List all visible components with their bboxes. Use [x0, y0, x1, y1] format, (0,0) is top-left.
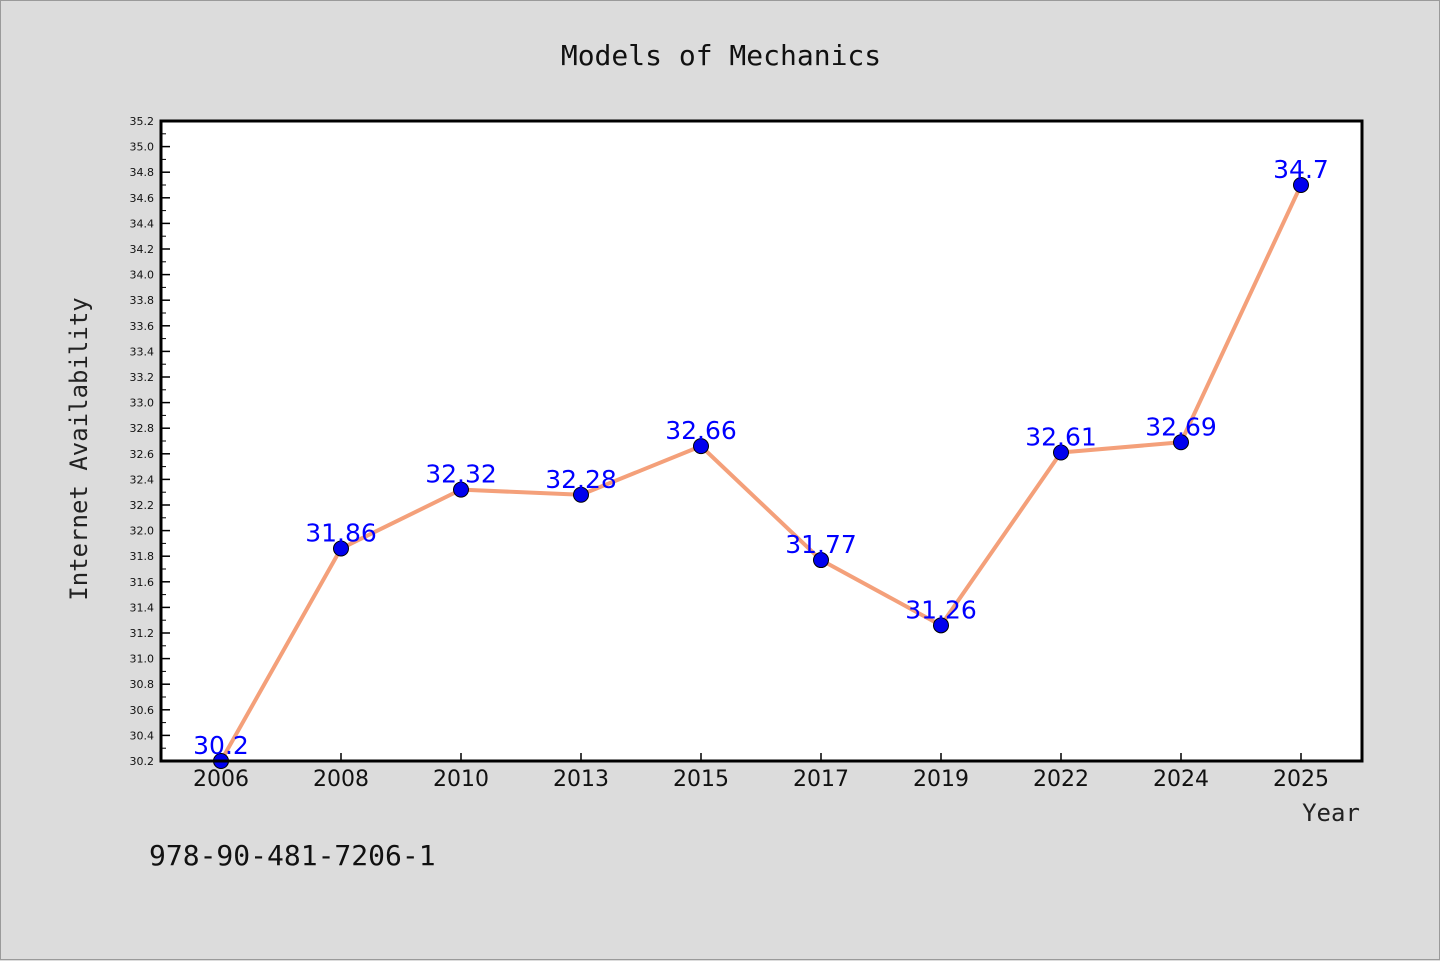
- data-label: 31.77: [785, 530, 857, 559]
- data-label: 30.2: [193, 731, 249, 760]
- series-line: [219, 184, 1303, 762]
- y-tick-label: 34.8: [130, 166, 155, 179]
- x-tick-label: 2013: [553, 767, 609, 792]
- x-tick-label: 2010: [433, 767, 489, 792]
- plot-area: [161, 121, 1362, 761]
- y-tick-label: 31.4: [130, 601, 155, 614]
- x-tick-label: 2025: [1273, 767, 1329, 792]
- y-tick-label: 35.2: [130, 115, 155, 128]
- data-point: [333, 540, 349, 557]
- data-point: [573, 486, 589, 503]
- y-tick-label: 31.2: [130, 627, 155, 640]
- data-label: 32.28: [545, 465, 617, 494]
- data-label: 32.32: [425, 460, 497, 489]
- data-label: 31.86: [305, 519, 377, 548]
- data-point: [453, 481, 469, 498]
- y-tick-label: 34.2: [130, 243, 155, 256]
- y-tick-label: 34.4: [130, 217, 155, 230]
- y-tick-label: 30.2: [130, 755, 155, 768]
- data-point: [1053, 444, 1069, 461]
- data-label: 32.61: [1025, 423, 1097, 452]
- data-label: 31.26: [905, 595, 977, 624]
- data-point: [1293, 177, 1309, 193]
- y-tick-label: 32.2: [130, 499, 155, 512]
- y-tick-label: 30.4: [130, 729, 155, 742]
- y-tick-label: 33.8: [130, 294, 155, 307]
- x-tick-label: 2015: [673, 767, 729, 792]
- y-tick-label: 32.6: [130, 448, 155, 461]
- data-label: 34.7: [1273, 155, 1329, 184]
- y-tick-label: 33.2: [130, 371, 155, 384]
- y-tick-label: 32.0: [130, 525, 155, 538]
- x-axis-label: Year: [1302, 799, 1360, 827]
- data-point: [693, 438, 709, 455]
- y-axis: 30.2 30.4 30.6 30.8 31.0 31.2 31.4 31.6 31.8 32.0…: [130, 115, 170, 768]
- x-tick-label: 2008: [313, 767, 369, 792]
- y-tick-label: 30.6: [130, 704, 155, 717]
- isbn-text: 978-90-481-7206-1: [149, 839, 436, 872]
- y-tick-label: 32.4: [130, 473, 155, 486]
- y-tick-label: 32.8: [130, 422, 155, 435]
- x-tick-label: 2024: [1153, 767, 1209, 792]
- y-tick-label: 33.0: [130, 397, 155, 410]
- x-tick-label: 2022: [1033, 767, 1089, 792]
- y-tick-label: 35.0: [130, 141, 155, 154]
- x-tick-label: 2017: [793, 767, 849, 792]
- y-tick-label: 30.8: [130, 678, 155, 691]
- y-axis-label: Internet Availability: [65, 297, 93, 600]
- x-tick-label: 2019: [913, 767, 969, 792]
- data-point: [813, 552, 829, 569]
- chart-title: Models of Mechanics: [561, 39, 881, 72]
- data-point: [1173, 434, 1189, 451]
- y-tick-label: 31.0: [130, 653, 155, 666]
- data-label: 32.69: [1145, 412, 1217, 441]
- y-tick-label: 33.4: [130, 345, 155, 358]
- y-tick-label: 33.6: [130, 320, 155, 333]
- data-labels: 30.2 31.86 32.32 32.28 32.66 31.77 31.26 32.61 3…: [193, 155, 1329, 760]
- x-tick-label: 2006: [193, 767, 249, 792]
- data-point: [933, 617, 949, 634]
- y-tick-label: 31.8: [130, 550, 155, 563]
- y-tick-label: 34.6: [130, 192, 155, 205]
- y-tick-label: 34.0: [130, 269, 155, 282]
- y-tick-label: 31.6: [130, 576, 155, 589]
- plot-frame: [159, 119, 1364, 763]
- data-label: 32.66: [665, 416, 737, 445]
- x-axis: 2006 2008 2010 2013 2015 2017 2019 2022 2024 2025: [193, 753, 1329, 792]
